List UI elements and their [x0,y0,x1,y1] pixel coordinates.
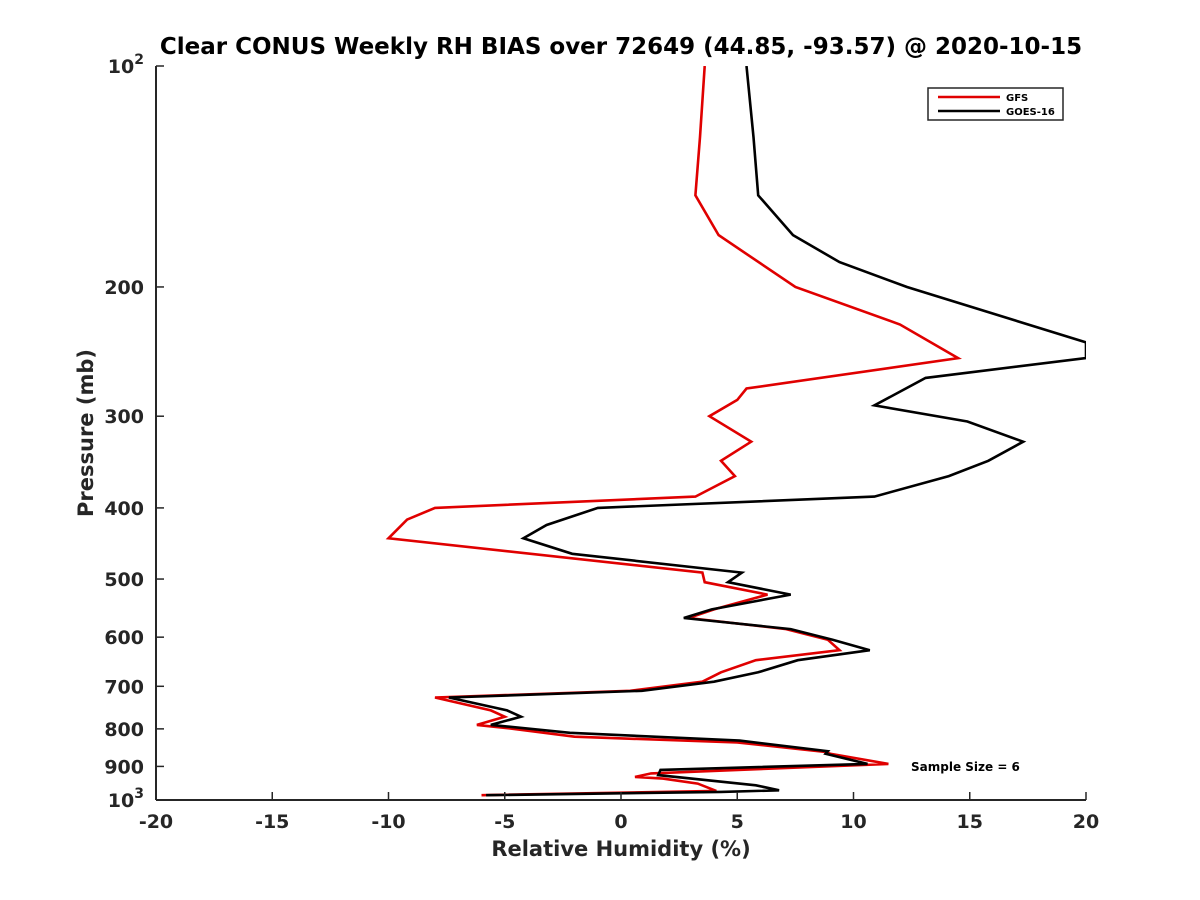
x-tick-label: 0 [614,811,627,833]
legend: GFS GOES-16 [927,87,1064,121]
chart-title: Clear CONUS Weekly RH BIAS over 72649 (4… [160,34,1082,60]
series-layer [385,66,1086,797]
y-tick-label: 800 [104,719,144,741]
x-axis-ticks: -20 -15 -10 -5 0 5 10 15 20 [139,792,1099,833]
y-tick-label: 300 [104,406,144,428]
y-tick-label: 103 [108,786,144,812]
y-tick-label: 102 [108,52,144,78]
y-tick-label: 700 [104,676,144,698]
y-tick-label: 400 [104,498,144,520]
x-tick-label: -15 [255,811,289,833]
y-tick-label: 600 [104,627,144,649]
x-tick-label: 10 [840,811,866,833]
x-tick-label: 20 [1073,811,1099,833]
x-axis-label: Relative Humidity (%) [491,837,750,861]
x-tick-label: -10 [371,811,405,833]
sample-size-annotation: Sample Size = 6 [911,760,1020,774]
y-tick-label: 200 [104,277,144,299]
legend-box [927,87,1064,121]
x-tick-label: -5 [494,811,515,833]
y-axis-label: Pressure (mb) [74,349,98,517]
x-tick-label: 15 [957,811,983,833]
series-line-goes-16 [448,66,1086,797]
x-tick-label: 5 [731,811,744,833]
x-tick-label: -20 [139,811,173,833]
y-tick-label: 900 [104,756,144,778]
y-tick-label: 500 [104,569,144,591]
legend-label-goes-16: GOES-16 [1006,107,1055,118]
y-axis-ticks: 102 200 300 400 500 600 700 800 900 103 [104,52,164,812]
legend-label-gfs: GFS [1006,93,1028,104]
